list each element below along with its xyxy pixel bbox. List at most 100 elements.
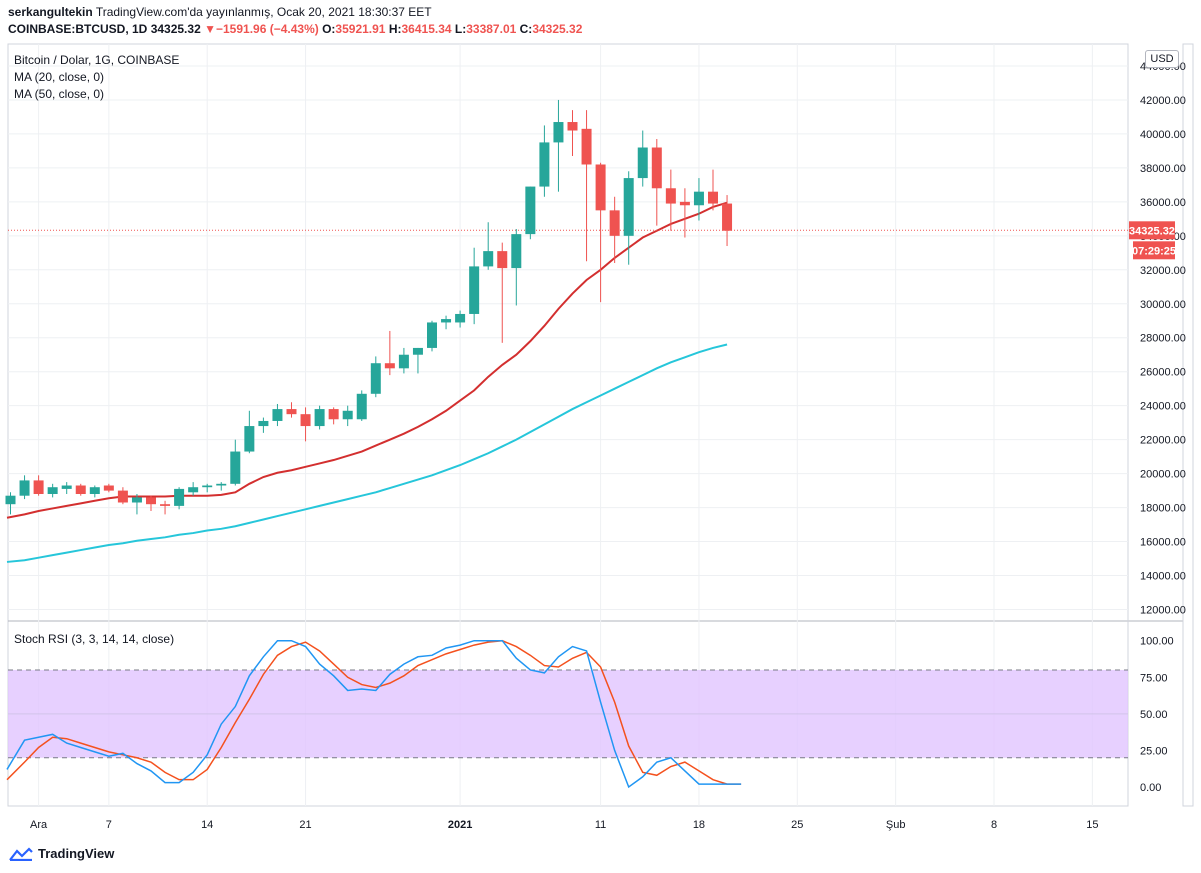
candle-body <box>300 414 311 427</box>
candle-body <box>272 409 283 421</box>
candle-body <box>33 480 44 495</box>
candle <box>342 405 353 427</box>
rsi-tick-label: 25.00 <box>1140 745 1168 757</box>
candle-body <box>286 409 297 415</box>
candle <box>665 169 676 231</box>
rsi-tick-label: 0.00 <box>1140 782 1161 794</box>
candle <box>202 483 213 493</box>
ohlc-summary: COINBASE:BTCUSD, 1D 34325.32 ▼−1591.96 (… <box>8 22 582 36</box>
rsi-tick-label: 100.00 <box>1140 636 1174 648</box>
candle-body <box>103 485 114 491</box>
y-tick-label: 26000.00 <box>1140 367 1186 379</box>
candle-body <box>722 203 733 231</box>
last-price-tag-text: 34325.32 <box>1129 225 1175 237</box>
candle-body <box>483 251 494 267</box>
candle-body <box>398 354 409 369</box>
candle-body <box>525 186 536 235</box>
x-tick-label: Ara <box>30 819 48 831</box>
candle-body <box>455 313 466 323</box>
candle <box>328 407 339 425</box>
last-price-tag <box>1129 221 1175 240</box>
ma20-legend[interactable]: MA (20, close, 0) <box>14 70 105 84</box>
candle <box>441 315 452 330</box>
y-tick-label: 30000.00 <box>1140 299 1186 311</box>
candle <box>244 410 255 454</box>
candle-body <box>637 147 648 179</box>
author-name[interactable]: serkangultekin <box>8 5 93 19</box>
candle <box>5 492 16 515</box>
candle-body <box>679 201 690 206</box>
candle <box>370 356 381 398</box>
y-tick-label: 12000.00 <box>1140 605 1186 617</box>
candle-body <box>19 480 30 496</box>
candle-body <box>553 122 564 143</box>
candle-body <box>216 483 227 486</box>
candle-body <box>441 319 452 323</box>
candle-body <box>188 487 199 493</box>
chart-title: Bitcoin / Dolar, 1G, COINBASE <box>14 53 180 67</box>
candle-body <box>595 164 606 211</box>
candle-body <box>412 347 423 355</box>
candle <box>581 110 592 262</box>
candle <box>75 483 86 496</box>
candle <box>384 330 395 376</box>
candle <box>356 390 367 421</box>
currency-button[interactable]: USD <box>1145 50 1179 68</box>
candle-body <box>708 191 718 204</box>
candle-body <box>623 178 634 236</box>
stoch-rsi-legend[interactable]: Stoch RSI (3, 3, 14, 14, close) <box>14 632 175 646</box>
candle-body <box>469 266 480 314</box>
candle <box>553 99 564 192</box>
candle <box>651 139 662 226</box>
rsi-tick-label: 75.00 <box>1140 672 1168 684</box>
candle-body <box>539 142 550 187</box>
candle-body <box>665 188 676 204</box>
candle <box>609 196 620 264</box>
candle <box>511 229 522 306</box>
candle <box>567 110 578 157</box>
low-value: 33387.01 <box>466 22 517 36</box>
candle-body <box>328 409 339 420</box>
candle-body <box>609 210 620 236</box>
candle <box>693 178 704 221</box>
stoch-d-line <box>6 639 742 785</box>
candle <box>272 403 283 427</box>
publish-info: serkangultekin TradingView.com'da yayınl… <box>8 5 432 19</box>
close-value: 34325.32 <box>532 22 583 36</box>
candle <box>525 186 536 240</box>
candle <box>19 475 30 500</box>
right-scroll-strip <box>1182 43 1194 807</box>
candle <box>539 125 550 197</box>
candle <box>722 195 733 247</box>
candle-body <box>146 497 156 505</box>
x-tick-label: 21 <box>299 819 311 831</box>
candle <box>174 487 185 510</box>
candle <box>314 405 325 430</box>
candle <box>398 347 409 374</box>
ma50-legend[interactable]: MA (50, close, 0) <box>14 87 105 101</box>
y-tick-label: 14000.00 <box>1140 571 1186 583</box>
candle-body <box>370 363 381 394</box>
open-label: O: <box>322 22 336 36</box>
candle-body <box>258 420 269 427</box>
tradingview-logo[interactable]: TradingView <box>8 846 114 861</box>
candle-body <box>131 497 142 503</box>
high-label: H: <box>388 22 402 36</box>
candle <box>216 482 227 491</box>
y-tick-label: 20000.00 <box>1140 469 1186 481</box>
candle-body <box>511 234 522 269</box>
tradingview-cloud-icon <box>9 846 33 861</box>
candle <box>89 485 100 498</box>
candle <box>455 310 466 328</box>
candle <box>61 482 72 495</box>
candle <box>117 487 128 505</box>
candle-body <box>427 322 437 348</box>
candle-body <box>5 495 16 505</box>
high-value: 36415.34 <box>401 22 452 36</box>
brand-text: TradingView <box>38 846 115 861</box>
y-tick-label: 38000.00 <box>1140 163 1186 175</box>
x-tick-label: 2021 <box>448 819 472 831</box>
change-value: −1591.96 (−4.43%) <box>215 22 319 36</box>
y-tick-label: 28000.00 <box>1140 333 1186 345</box>
